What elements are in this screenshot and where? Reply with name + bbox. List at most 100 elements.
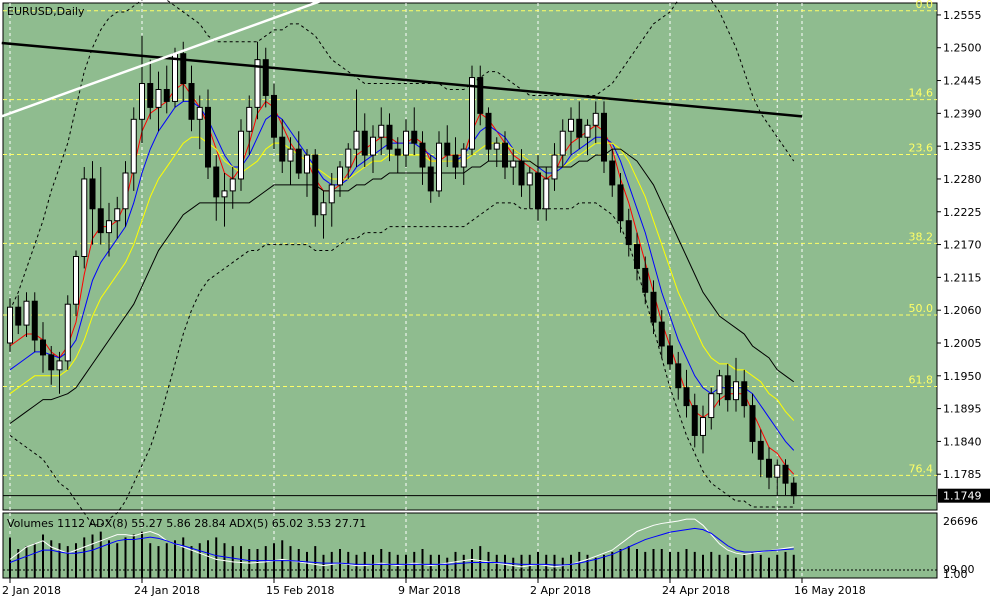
candle-body [147,83,154,108]
candle-body [56,360,63,371]
candle-body [403,130,409,156]
candle-body [89,178,96,210]
candle-body [139,83,145,120]
fib-level-label: 38.2 [909,230,934,243]
moving-average-black [9,148,795,424]
candle-body [304,154,310,174]
candle-body [23,300,30,326]
candle-body [122,172,129,210]
candle-body [774,464,781,478]
fib-level-label: 23.6 [909,142,934,155]
moving-average-yellow [9,136,795,421]
candle-body [378,124,385,138]
candle-body [370,136,376,156]
fib-level-label: 61.8 [909,374,934,387]
candle-body [394,148,401,156]
price-tick-label: 1.2280 [943,173,982,186]
candle-body [658,321,665,347]
trendline-black [1,41,803,118]
candle-body [667,345,673,365]
candle-body [691,405,698,436]
candle-body [31,300,38,341]
candle-body [48,354,55,371]
adx-lines: 26696 99.001.00 [3,515,978,581]
chart-title: EURUSD,Daily [7,5,85,18]
price-tick-label: 1.1950 [943,370,982,383]
candle-body [295,148,302,174]
moving-average-blue [9,100,795,451]
candle-body [460,148,467,168]
candlesticks [7,35,797,505]
candle-body [584,124,591,138]
candle-body [741,381,748,407]
candle-body [782,464,789,484]
candle-body [205,106,211,168]
candle-body [312,154,319,216]
candle-body [287,148,294,162]
candle-body [40,339,46,356]
candle-body [493,142,500,150]
candle-body [634,244,640,269]
candle-body [114,208,121,222]
indicator-tick-label: 1.00 [943,568,968,581]
price-tick-label: 1.2445 [943,75,982,88]
candle-body [81,178,88,257]
price-tick-label: 1.2115 [943,271,982,284]
candle-body [790,482,797,497]
candle-body [238,130,244,180]
candle-body [535,172,541,210]
candle-body [625,220,632,246]
price-tick-label: 1.1895 [943,403,982,416]
candle-body [229,178,236,192]
candle-body [196,106,203,120]
candle-body [749,405,756,442]
candle-body [592,112,599,126]
candle-body [766,458,772,478]
candle-body [724,375,731,401]
candle-body [106,220,112,234]
candle-body [155,88,162,108]
candle-body [386,124,393,150]
fib-level-label: 76.4 [909,462,934,475]
trendline-white [1,0,328,118]
price-tick-label: 1.2500 [943,42,982,55]
candle-body [444,142,451,156]
price-tick-label: 1.1840 [943,435,982,448]
candle-body [675,363,682,389]
candle-body [601,112,607,162]
candle-body [716,375,723,395]
candle-body [568,118,574,132]
candle-body [757,440,764,460]
candle-body [180,53,187,85]
candle-body [543,178,550,210]
indicator-title: Volumes 1112 ADX(8) 55.27 5.86 28.84 ADX… [7,517,366,530]
time-tick-label: 9 Mar 2018 [398,584,461,597]
candle-body [320,202,327,216]
candle-body [510,160,517,168]
candle-body [271,94,277,138]
price-tick-label: 1.2170 [943,239,982,252]
candle-body [328,184,335,204]
adx-line-white [9,518,794,568]
price-tick-label: 1.2335 [943,140,982,153]
candle-body [213,166,220,198]
candle-body [246,106,253,132]
candle-body [526,172,533,186]
candle-body [477,77,484,114]
candle-body [576,118,583,138]
time-tick-label: 2 Jan 2018 [2,584,61,597]
candle-body [345,148,352,168]
fib-level-label: 14.6 [909,87,934,100]
candle-body [130,118,137,174]
trendlines [1,0,937,497]
candle-body [502,142,508,168]
candle-body [733,381,739,401]
candle-body [221,190,228,198]
price-tick-label: 1.2225 [943,206,982,219]
candle-body [337,166,343,186]
candle-body [73,256,79,305]
price-tick-label: 1.1785 [943,468,982,481]
candle-body [279,136,286,162]
current-price-label: 1.1749 [943,490,982,503]
